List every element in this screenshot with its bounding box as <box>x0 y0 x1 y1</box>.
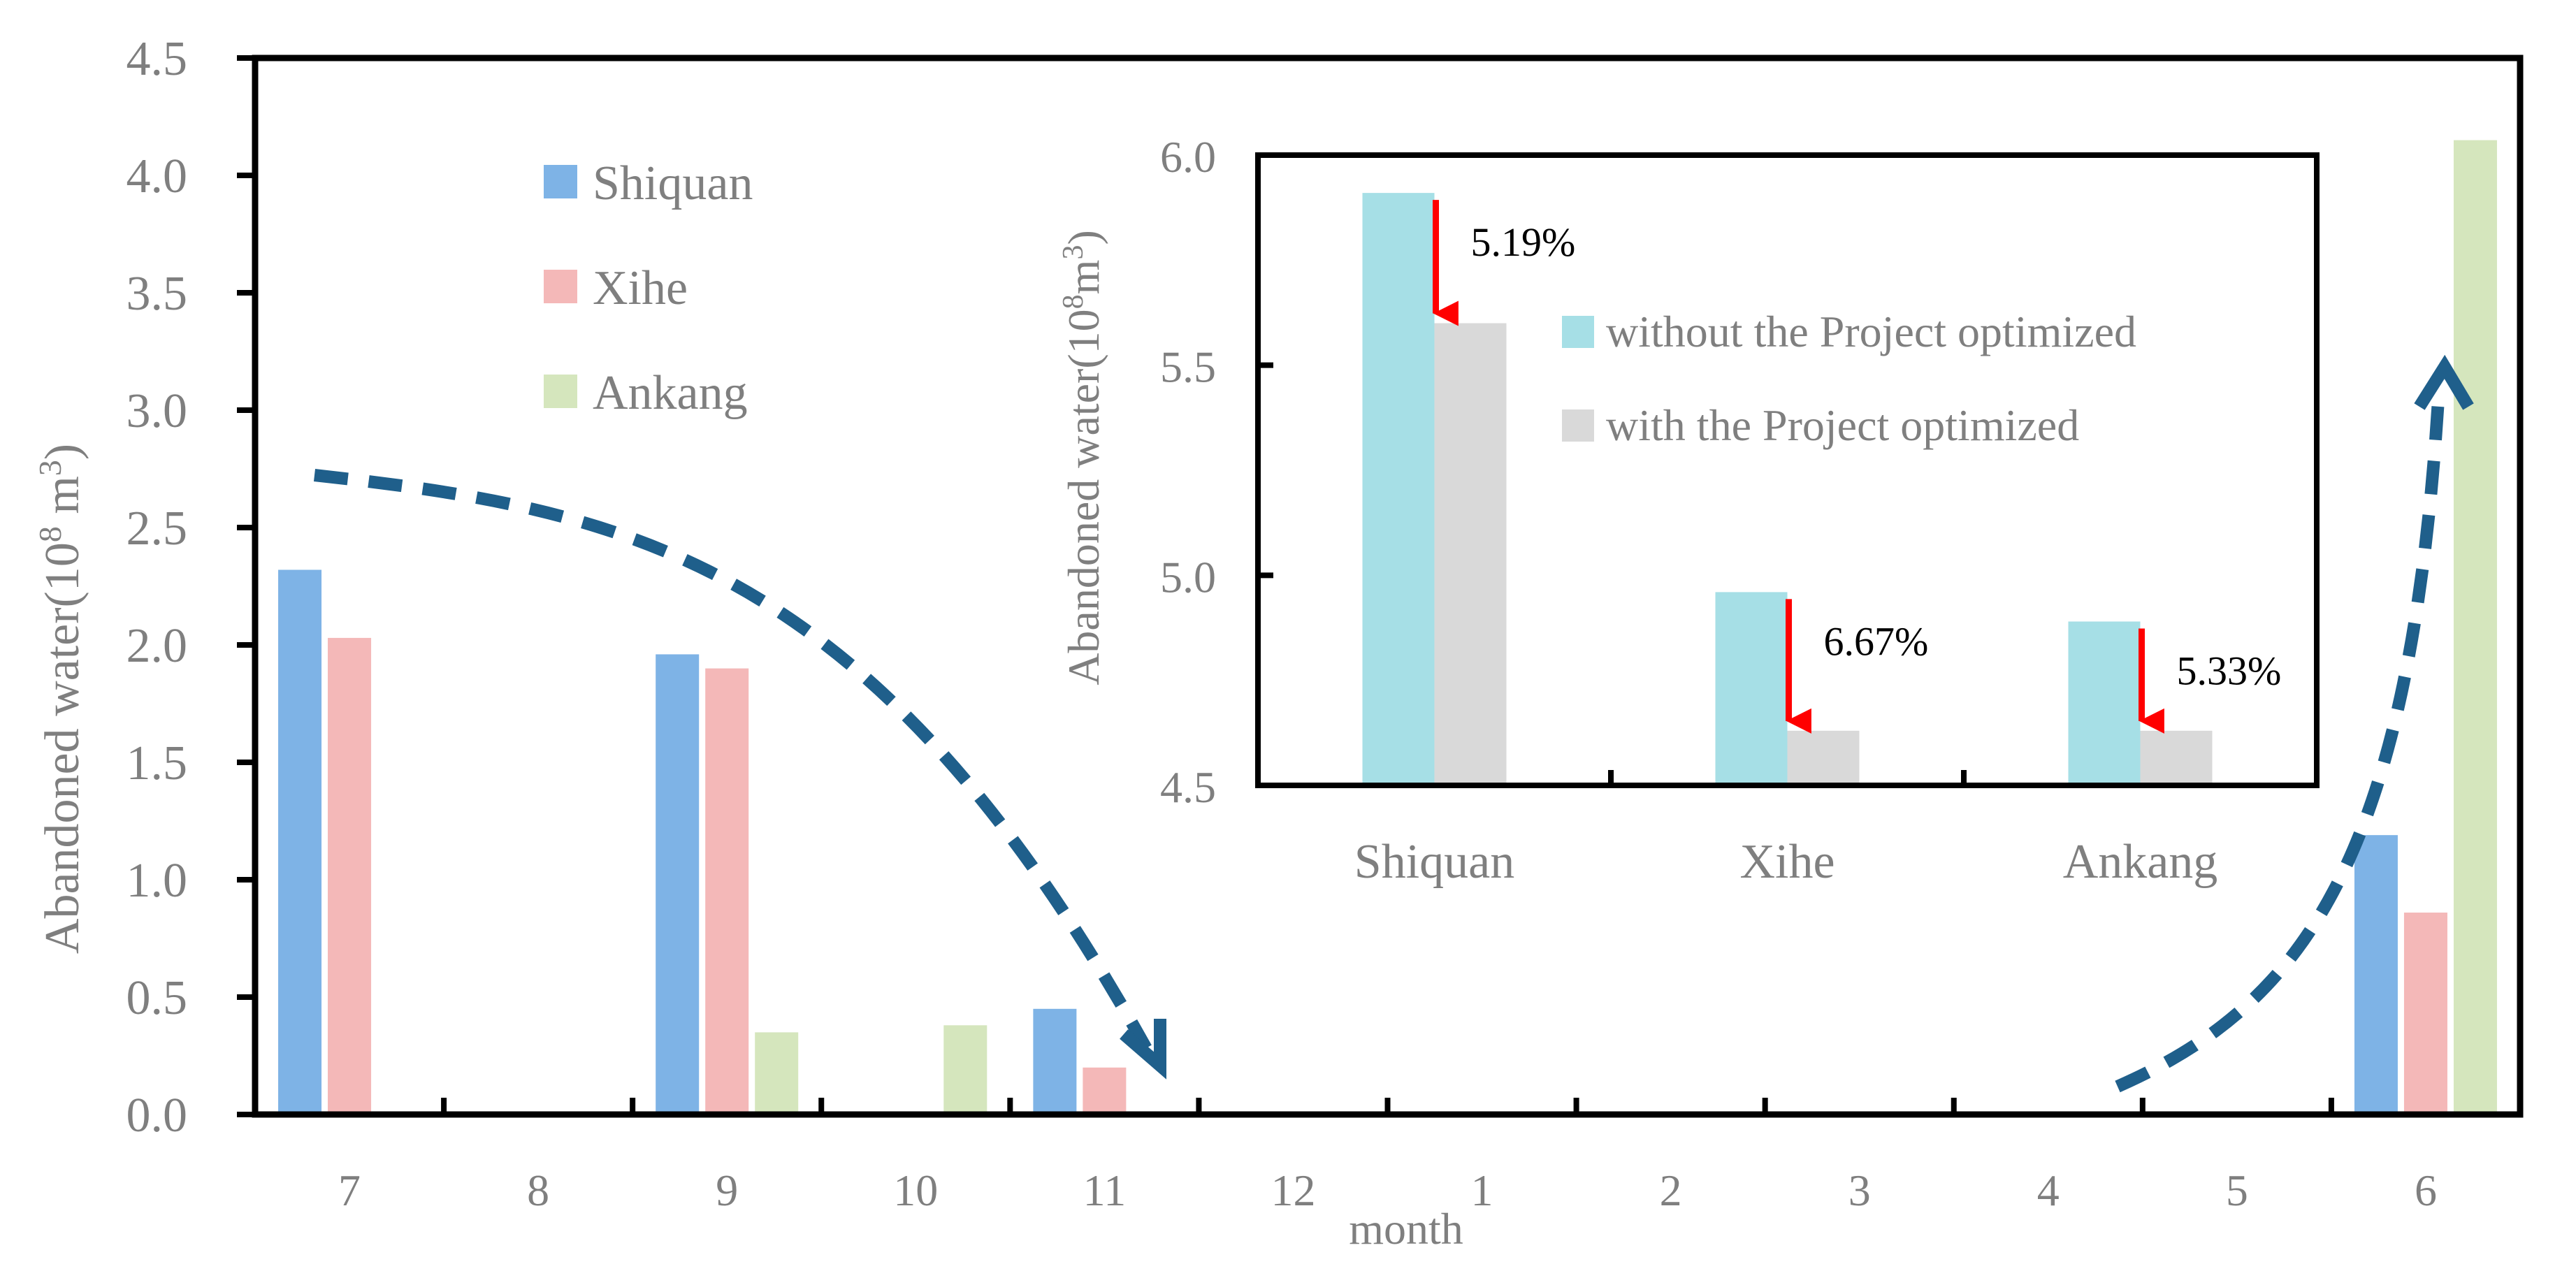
main-legend: Shiquan Xihe Ankang <box>544 157 753 420</box>
legend-swatch-shiquan <box>544 165 577 198</box>
legend-swatch-xihe <box>544 270 577 303</box>
main-x-ticks <box>441 1098 2334 1114</box>
inset-y-tick-labels: 4.5 5.0 5.5 6.0 <box>1160 132 1216 812</box>
main-x-tick-label: 10 <box>893 1166 938 1215</box>
inset-y-ticks <box>1258 152 1273 788</box>
main-x-tick-labels: 7 8 9 10 11 12 1 2 3 4 5 6 <box>338 1166 2437 1215</box>
main-x-tick-label: 4 <box>2037 1166 2060 1215</box>
inset-bar-without-ankang <box>2068 621 2141 785</box>
bar-xihe-month-11 <box>1083 1067 1127 1114</box>
main-y-tick-label: 0.5 <box>126 971 188 1025</box>
inset-legend-label-with: with the Project optimized <box>1606 400 2079 450</box>
main-y-tick-label: 4.5 <box>126 32 188 86</box>
trend-arrow-down <box>314 469 1166 1080</box>
inset-y-axis-label: Abandoned water(108m3) <box>1057 230 1108 685</box>
bar-shiquan-month-9 <box>656 654 700 1114</box>
legend-swatch-ankang <box>544 375 577 408</box>
bar-xihe-month-9 <box>705 668 749 1114</box>
reduction-label-ankang: 5.33% <box>2177 648 2282 693</box>
main-y-tick-labels: 0.0 0.5 1.0 1.5 2.0 2.5 3.0 3.5 4.0 4.5 <box>126 32 188 1142</box>
bar-ankang-month-9 <box>755 1032 799 1114</box>
bar-shiquan-month-6 <box>2354 835 2398 1114</box>
reduction-label-xihe: 6.67% <box>1824 618 1929 664</box>
main-y-tick-label: 2.5 <box>126 502 188 556</box>
trend-arrow-up-line <box>2115 387 2445 1093</box>
reduction-label-shiquan: 5.19% <box>1471 219 1576 265</box>
bar-xihe-month-6 <box>2403 913 2447 1114</box>
trend-arrow-down-line <box>314 469 1152 1052</box>
main-x-tick-label: 11 <box>1083 1166 1127 1215</box>
main-y-tick-label: 2.0 <box>126 619 188 673</box>
inset-bar-without-shiquan <box>1362 193 1435 785</box>
inset-y-tick-label: 5.0 <box>1160 552 1216 602</box>
inset-bar-with-xihe <box>1787 730 1860 785</box>
legend-item-xihe: Xihe <box>544 261 688 315</box>
main-y-tick-label: 3.0 <box>126 384 188 438</box>
main-x-tick-label: 5 <box>2226 1166 2248 1215</box>
bar-shiquan-month-7 <box>278 569 322 1114</box>
inset-y-tick-label: 4.5 <box>1160 762 1216 812</box>
main-chart: 7 8 9 10 11 12 1 2 3 4 5 6 0.00.51.01.52.02.53.03.5… <box>32 32 2524 1254</box>
inset-x-tick-label: Ankang <box>2063 835 2218 889</box>
main-x-axis-label: month <box>1349 1204 1463 1254</box>
inset-plot-frame <box>1255 152 2320 788</box>
main-y-tick-label: 0.0 <box>126 1089 188 1142</box>
main-x-tick-label: 7 <box>338 1166 361 1215</box>
inset-y-tick-label: 6.0 <box>1160 132 1216 182</box>
trend-arrow-up <box>2115 354 2474 1093</box>
main-x-tick-label: 6 <box>2415 1166 2437 1215</box>
inset-legend-swatch-without <box>1562 316 1594 348</box>
bar-ankang-month-10 <box>943 1025 987 1114</box>
legend-label-shiquan: Shiquan <box>593 157 753 210</box>
trend-arrow-down-head <box>1120 1019 1166 1080</box>
bar-shiquan-month-11 <box>1033 1008 1077 1114</box>
inset-bar-without-xihe <box>1715 592 1788 785</box>
inset-legend-swatch-with <box>1562 409 1594 442</box>
inset-legend-label-without: without the Project optimized <box>1606 307 2136 356</box>
inset-x-tick-label: Xihe <box>1739 835 1835 889</box>
inset-bar-with-ankang <box>2140 730 2213 785</box>
inset-legend: without the Project optimized with the P… <box>1562 307 2136 450</box>
inset-bars <box>1362 193 2213 785</box>
main-x-tick-label: 3 <box>1848 1166 1871 1215</box>
main-bars <box>278 140 2497 1115</box>
inset-x-ticks <box>1608 770 1967 785</box>
inset-x-tick-labels: Shiquan Xihe Ankang <box>1354 835 2218 889</box>
main-x-tick-label: 8 <box>527 1166 549 1215</box>
inset-x-tick-label: Shiquan <box>1354 835 1514 889</box>
trend-arrow-up-head <box>2414 354 2474 410</box>
main-y-ticks <box>237 55 255 1117</box>
inset-bar-with-shiquan <box>1434 323 1507 785</box>
legend-item-shiquan: Shiquan <box>544 157 753 210</box>
main-x-tick-label: 2 <box>1660 1166 1682 1215</box>
legend-label-ankang: Ankang <box>593 366 748 420</box>
inset-reduction-labels: 5.19% 6.67% 5.33% <box>1471 219 2282 693</box>
main-y-tick-label: 3.5 <box>126 267 188 321</box>
legend-item-ankang: Ankang <box>544 366 748 420</box>
main-y-axis-label: Abandoned water(108 m3) <box>32 444 90 954</box>
bar-ankang-month-6 <box>2453 140 2497 1115</box>
main-y-tick-label: 1.5 <box>126 736 188 790</box>
bar-xihe-month-7 <box>328 637 372 1114</box>
main-x-tick-label: 1 <box>1471 1166 1493 1215</box>
inset-reduction-arrows <box>1433 200 2164 734</box>
main-y-tick-label: 4.0 <box>126 150 188 203</box>
main-x-tick-label: 9 <box>716 1166 738 1215</box>
inset-legend-item-with: with the Project optimized <box>1562 400 2079 450</box>
inset-chart: Shiquan Xihe Ankang 4.5 5.0 5.5 6.0 5.19% 6.67… <box>1057 132 2320 889</box>
main-x-tick-label: 12 <box>1271 1166 1315 1215</box>
main-y-tick-label: 1.0 <box>126 854 188 908</box>
inset-legend-item-without: without the Project optimized <box>1562 307 2136 356</box>
legend-label-xihe: Xihe <box>593 261 688 315</box>
inset-y-tick-label: 5.5 <box>1160 342 1216 392</box>
